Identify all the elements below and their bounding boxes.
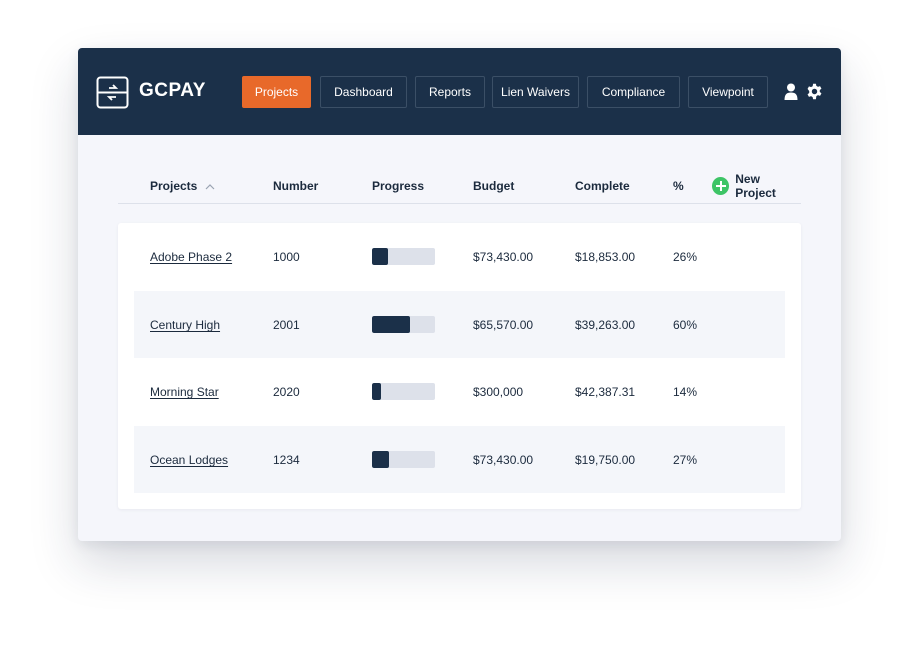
progress-bar-fill bbox=[372, 383, 381, 400]
nav-tab-projects[interactable]: Projects bbox=[242, 76, 311, 108]
user-icon[interactable] bbox=[784, 83, 798, 100]
table-row: Adobe Phase 2 1000 $73,430.00 $18,853.00… bbox=[134, 223, 785, 290]
table-row: Century High 2001 $65,570.00 $39,263.00 … bbox=[134, 291, 785, 358]
progress-bar-fill bbox=[372, 248, 389, 265]
project-complete: $19,750.00 bbox=[575, 453, 636, 467]
table-row: Morning Star 2020 $300,000 $42,387.31 14… bbox=[134, 358, 785, 425]
column-header-projects[interactable]: Projects bbox=[150, 179, 215, 193]
project-percent: 14% bbox=[673, 385, 698, 399]
nav-tab-compliance[interactable]: Compliance bbox=[587, 76, 680, 108]
app-window: GCPAY Projects Dashboard Reports Lien Wa… bbox=[78, 48, 841, 541]
project-name-link[interactable]: Morning Star bbox=[150, 385, 219, 399]
project-name-link[interactable]: Adobe Phase 2 bbox=[150, 250, 233, 264]
project-number: 2001 bbox=[273, 318, 300, 332]
project-complete: $42,387.31 bbox=[575, 385, 636, 399]
new-project-button[interactable]: New Project bbox=[712, 172, 801, 200]
progress-bar bbox=[372, 383, 435, 400]
new-project-label: New Project bbox=[735, 172, 776, 200]
project-budget: $65,570.00 bbox=[473, 318, 534, 332]
column-header-percent: % bbox=[673, 179, 684, 193]
project-complete: $18,853.00 bbox=[575, 250, 636, 264]
nav-tab-reports[interactable]: Reports bbox=[415, 76, 485, 108]
project-percent: 26% bbox=[673, 250, 698, 264]
plus-circle-icon bbox=[712, 177, 730, 195]
brand-name: GCPAY bbox=[139, 80, 206, 101]
table-header-row: Projects Number Progress Budget Complete… bbox=[118, 168, 801, 204]
nav-tab-lien-waivers[interactable]: Lien Waivers bbox=[492, 76, 579, 108]
project-number: 1234 bbox=[273, 453, 300, 467]
nav-tab-dashboard[interactable]: Dashboard bbox=[320, 76, 407, 108]
gcpay-logo-icon bbox=[96, 76, 129, 109]
top-navigation-bar: GCPAY Projects Dashboard Reports Lien Wa… bbox=[78, 48, 841, 135]
column-header-complete: Complete bbox=[575, 179, 630, 193]
column-header-budget: Budget bbox=[473, 179, 515, 193]
project-percent: 27% bbox=[673, 453, 698, 467]
nav-tab-viewpoint[interactable]: Viewpoint bbox=[688, 76, 768, 108]
project-complete: $39,263.00 bbox=[575, 318, 636, 332]
project-name-link[interactable]: Century High bbox=[150, 318, 221, 332]
project-number: 2020 bbox=[273, 385, 300, 399]
progress-bar bbox=[372, 451, 435, 468]
projects-table: Adobe Phase 2 1000 $73,430.00 $18,853.00… bbox=[118, 223, 801, 509]
project-budget: $73,430.00 bbox=[473, 250, 534, 264]
gear-icon[interactable] bbox=[806, 83, 823, 100]
table-row: Ocean Lodges 1234 $73,430.00 $19,750.00 … bbox=[134, 426, 785, 493]
progress-bar bbox=[372, 316, 435, 333]
progress-bar bbox=[372, 248, 435, 265]
project-budget: $73,430.00 bbox=[473, 453, 534, 467]
project-percent: 60% bbox=[673, 318, 698, 332]
progress-bar-fill bbox=[372, 316, 410, 333]
project-budget: $300,000 bbox=[473, 385, 524, 399]
chevron-up-icon[interactable] bbox=[205, 183, 215, 191]
column-header-number: Number bbox=[273, 179, 319, 193]
project-number: 1000 bbox=[273, 250, 300, 264]
column-header-projects-label: Projects bbox=[150, 179, 198, 193]
column-header-progress: Progress bbox=[372, 179, 425, 193]
progress-bar-fill bbox=[372, 451, 389, 468]
project-name-link[interactable]: Ocean Lodges bbox=[150, 453, 229, 467]
